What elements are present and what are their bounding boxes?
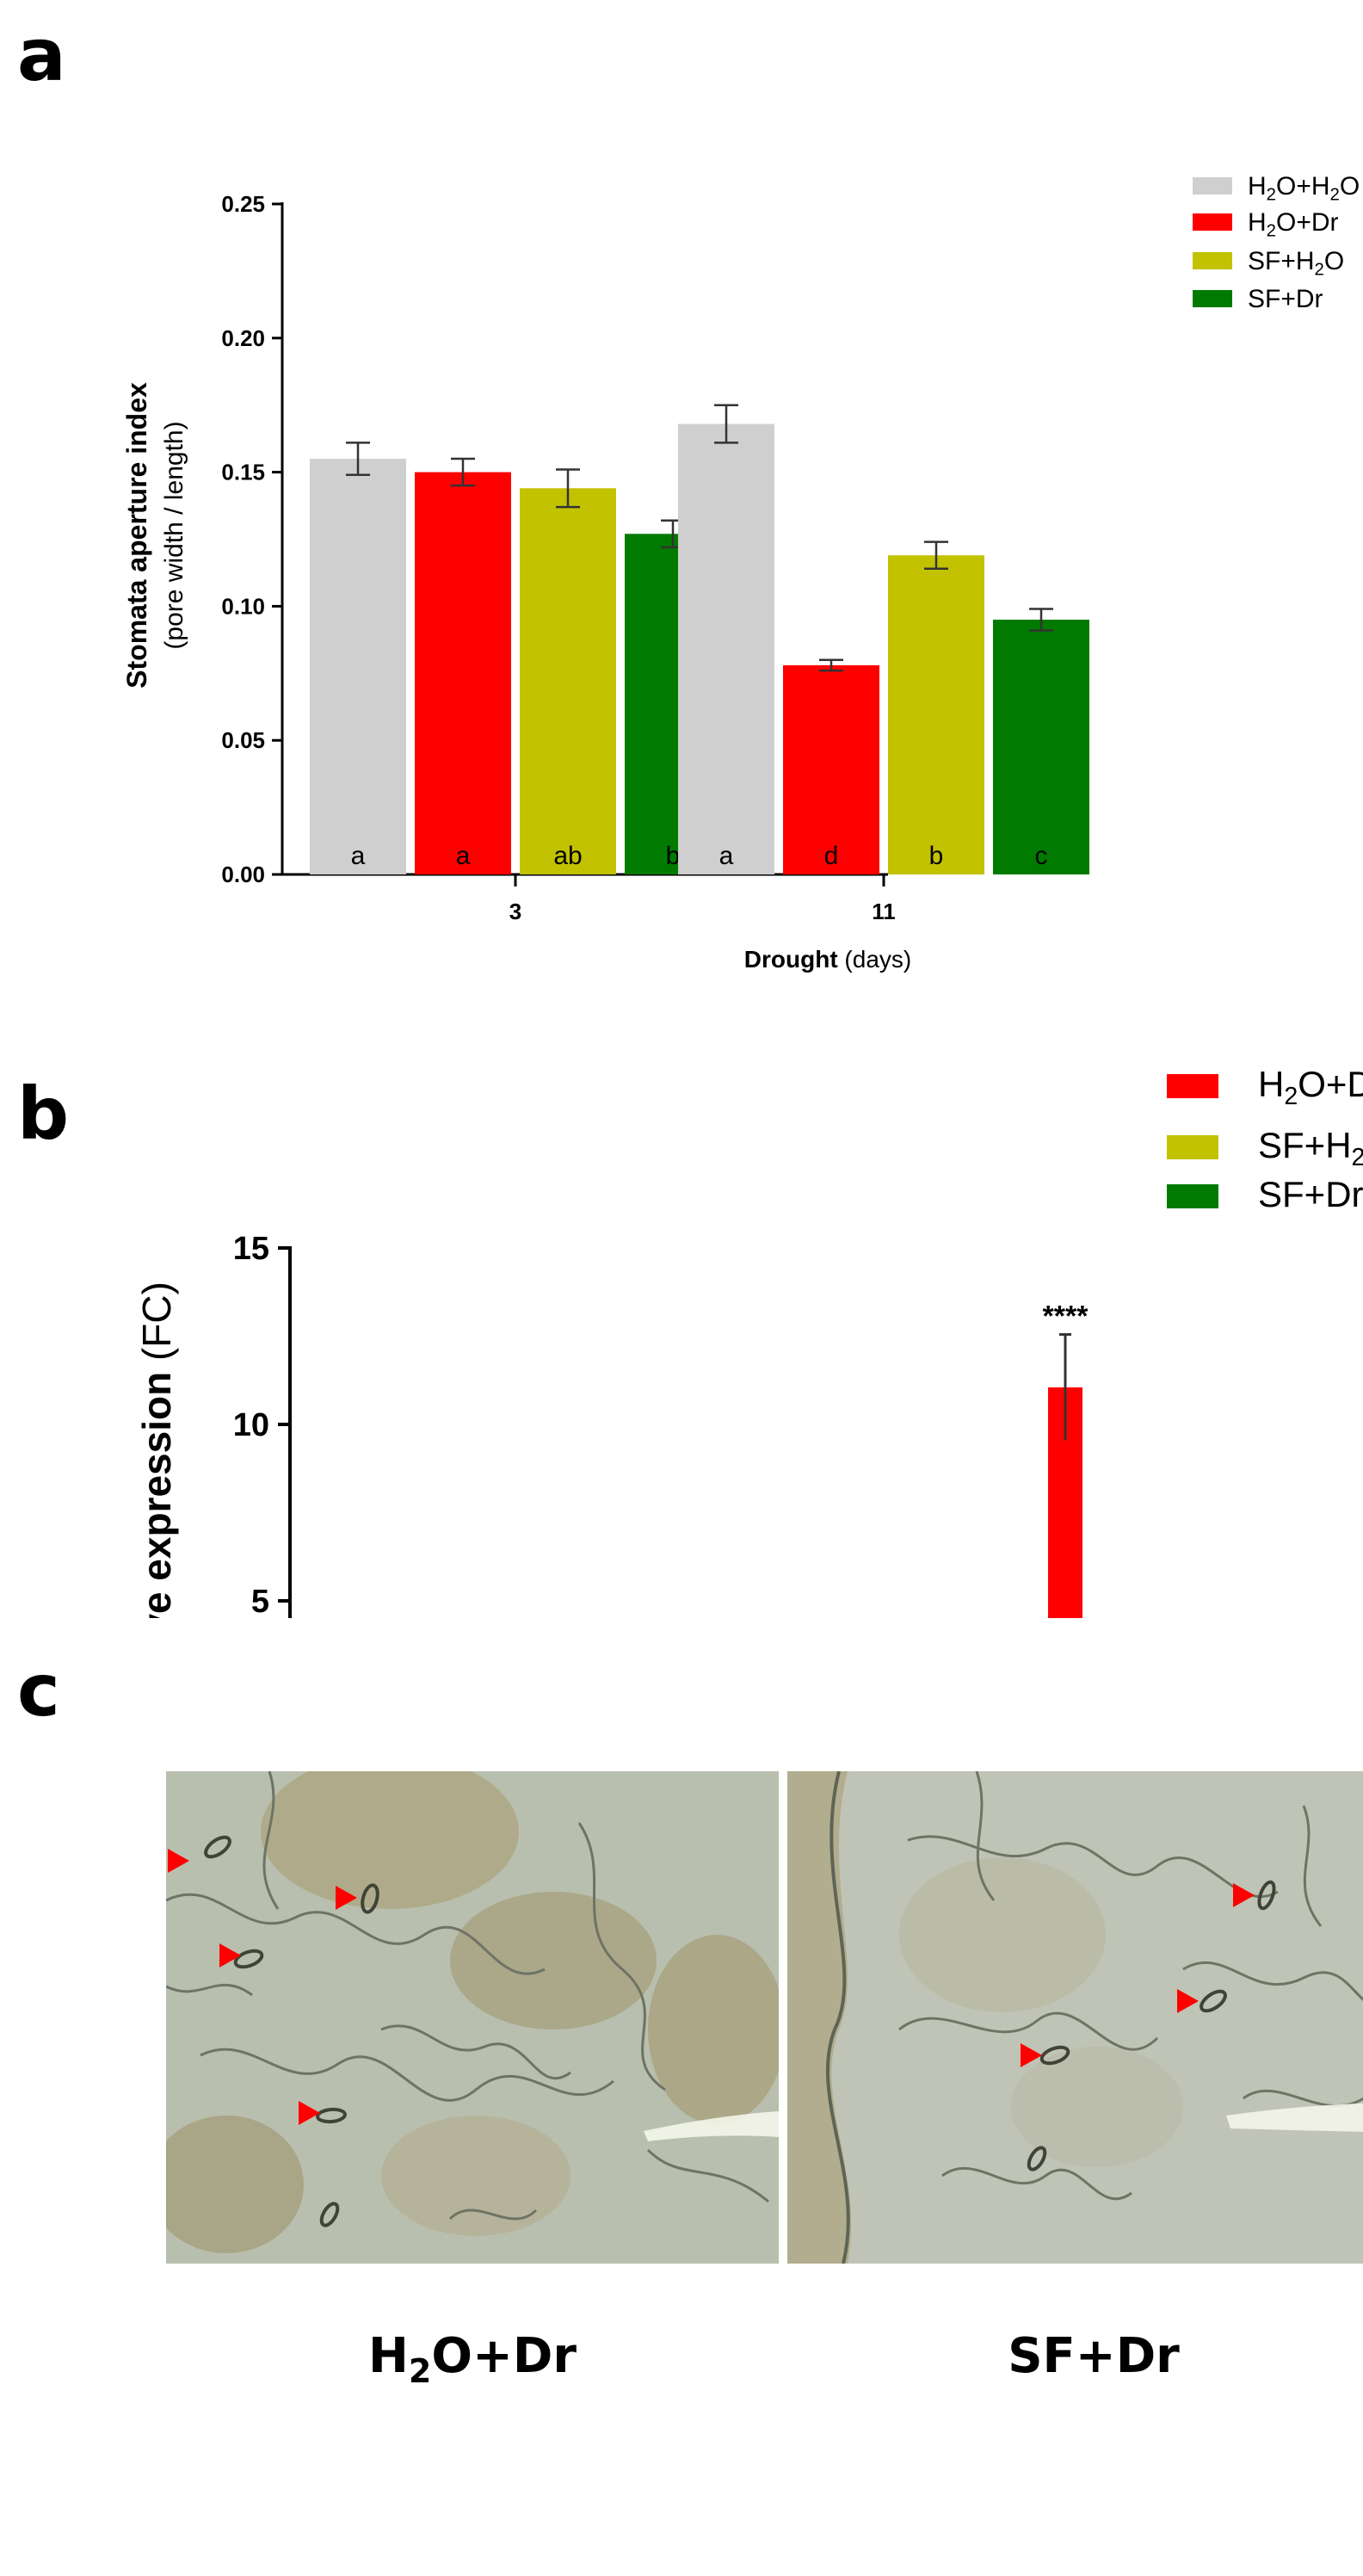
bar (888, 555, 984, 874)
y-tick-label: 0.25 (221, 191, 265, 217)
y-tick-label: 0.05 (221, 727, 265, 753)
relative-expression-chart: 051015135911****Relative expression (FC)… (134, 1064, 1363, 1618)
micrograph-sf-dr-image (787, 1771, 1363, 2264)
significance-letter: ab (553, 842, 582, 870)
legend-label: SF+Dr (1258, 1174, 1363, 1214)
y-axis-label: Relative expression (FC) (134, 1282, 179, 1618)
significance-letter: a (456, 842, 471, 870)
y-tick-label: 5 (251, 1584, 269, 1618)
significance-letter: a (351, 842, 366, 870)
stomata-arrow (219, 1943, 241, 1968)
legend-label: H2O+H2O (1248, 172, 1360, 205)
significance-letter: b (929, 842, 944, 870)
y-tick-label: 0.15 (221, 460, 265, 485)
y-tick-label: 10 (233, 1407, 269, 1443)
y-tick-label: 0.20 (221, 325, 265, 351)
panel-c-letter: c (17, 1648, 60, 1733)
micrograph-h2o-dr (166, 1771, 779, 2264)
panel-a-letter: a (17, 13, 66, 97)
legend-swatch (1193, 290, 1232, 307)
micrograph-h2o-dr-image (166, 1771, 779, 2264)
bar (520, 488, 616, 874)
legend-label: SF+H2O (1248, 247, 1344, 280)
significance-letter: b (666, 842, 681, 870)
stomata-arrow (1177, 1989, 1199, 2013)
legend-swatch (1167, 1074, 1218, 1098)
bar (310, 459, 406, 874)
bar (678, 423, 774, 875)
legend-label: H2O+Dr (1248, 208, 1339, 241)
legend-swatch (1193, 252, 1232, 269)
y-axis-sublabel: (pore width / length) (160, 421, 188, 649)
panel-b-letter: b (17, 1072, 70, 1156)
stomata-arrow (1233, 1883, 1255, 1907)
y-tick-label: 0.00 (221, 862, 265, 887)
legend-label: SF+Dr (1248, 285, 1323, 313)
significance-annotation: **** (1043, 1300, 1089, 1332)
bar (993, 619, 1089, 874)
legend-label: H2O+Dr (1258, 1064, 1363, 1110)
micrograph-sf-dr (787, 1771, 1363, 2264)
y-axis-label: Stomata aperture index (121, 382, 152, 689)
x-tick-label: 3 (509, 899, 521, 924)
legend-swatch (1167, 1184, 1218, 1208)
micrograph-caption-h2o-dr: H2O+Dr (368, 2328, 577, 2391)
y-tick-label: 15 (233, 1231, 269, 1267)
stomata-arrow (299, 2101, 320, 2125)
stomata-aperture-chart: 0.00 0.05 0.10 0.15 0.20 0.25 a a ab b 3 a d b c 11 Stom… (121, 172, 1360, 973)
significance-letter: c (1035, 842, 1048, 870)
bar (415, 472, 511, 874)
legend-swatch (1193, 213, 1232, 231)
legend-swatch (1167, 1135, 1218, 1159)
legend-label: SF+H2O (1258, 1125, 1363, 1171)
legend-swatch (1193, 177, 1232, 195)
significance-letter: d (824, 842, 839, 870)
x-axis-label: Drought (days) (744, 946, 911, 973)
stomata-arrow (168, 1849, 189, 1873)
bar (783, 664, 879, 874)
micrograph-caption-sf-dr: SF+Dr (1008, 2328, 1180, 2384)
significance-letter: a (719, 842, 734, 870)
stomata-arrow (336, 1886, 357, 1910)
y-tick-label: 0.10 (221, 593, 265, 619)
stomata-arrow (1021, 2043, 1042, 2067)
x-tick-label: 11 (872, 899, 896, 924)
